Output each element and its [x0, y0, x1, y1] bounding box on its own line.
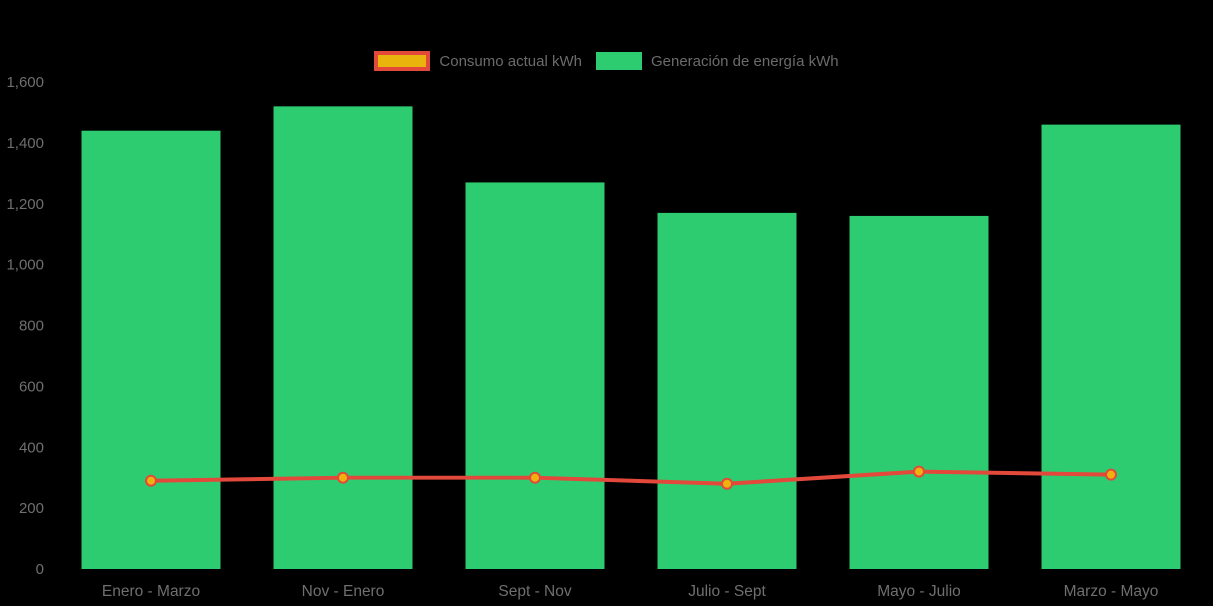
line-point[interactable]: [913, 465, 925, 478]
legend-label-generacion: Generación de energía kWh: [650, 52, 839, 70]
bar-generacion[interactable]: [465, 182, 605, 569]
x-category-label: Mayo - Julio: [877, 583, 961, 600]
y-tick-label: 1,600: [6, 74, 44, 91]
line-point[interactable]: [529, 471, 541, 484]
bar-generacion[interactable]: [657, 212, 797, 569]
legend-label-consumo: Consumo actual kWh: [439, 52, 582, 70]
legend-item-generacion[interactable]: Generación de energía kWh: [595, 52, 839, 70]
bar-generacion[interactable]: [1041, 124, 1181, 570]
legend: Consumo actual kWh Generación de energía…: [0, 51, 1213, 71]
y-tick-label: 600: [19, 378, 44, 395]
line-point[interactable]: [1105, 468, 1117, 481]
y-tick-label: 1,000: [6, 257, 44, 274]
line-point[interactable]: [721, 477, 733, 490]
x-category-label: Marzo - Mayo: [1064, 583, 1159, 600]
y-tick-label: 400: [19, 439, 44, 456]
bar-generacion[interactable]: [273, 106, 413, 569]
x-category-label: Nov - Enero: [302, 583, 385, 600]
x-category-label: Enero - Marzo: [102, 583, 200, 600]
line-point[interactable]: [337, 471, 349, 484]
line-consumo: [150, 469, 1112, 486]
bar-generacion[interactable]: [81, 130, 221, 569]
y-tick-label: 1,400: [6, 135, 44, 152]
y-tick-label: 200: [19, 500, 44, 517]
y-tick-label: 1,200: [6, 196, 44, 213]
generacion-swatch-icon: [595, 52, 642, 70]
legend-item-consumo[interactable]: Consumo actual kWh: [374, 51, 582, 71]
line-point[interactable]: [145, 474, 157, 487]
x-category-label: Julio - Sept: [688, 583, 766, 600]
y-tick-label: 800: [19, 318, 44, 335]
consumo-swatch-icon: [374, 51, 431, 71]
bar-generacion[interactable]: [849, 215, 989, 570]
y-tick-label: 0: [36, 561, 44, 578]
x-category-label: Sept - Nov: [498, 583, 571, 600]
